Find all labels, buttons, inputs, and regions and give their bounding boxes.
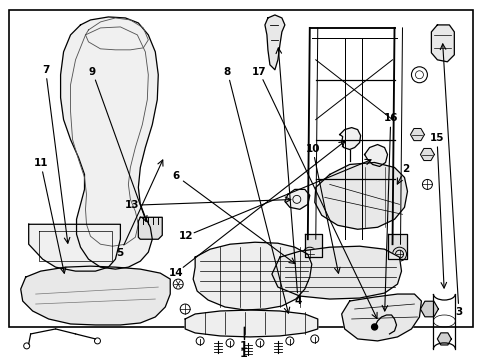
Polygon shape [138, 217, 162, 239]
Polygon shape [285, 189, 309, 209]
Text: 12: 12 [179, 231, 193, 241]
Text: 13: 13 [125, 200, 140, 210]
Text: 14: 14 [168, 268, 183, 278]
Text: 8: 8 [224, 67, 231, 77]
Polygon shape [436, 333, 450, 345]
Text: 11: 11 [34, 158, 48, 168]
Bar [9, 10, 472, 327]
Polygon shape [430, 25, 453, 62]
Circle shape [302, 247, 316, 261]
Polygon shape [29, 224, 120, 271]
Polygon shape [61, 17, 158, 269]
Polygon shape [341, 294, 421, 341]
Text: 15: 15 [429, 133, 444, 143]
Polygon shape [387, 234, 407, 259]
Polygon shape [420, 301, 437, 317]
Text: 1: 1 [240, 349, 247, 359]
Text: 10: 10 [305, 144, 319, 154]
Text: 4: 4 [294, 296, 301, 306]
Polygon shape [409, 129, 424, 141]
Polygon shape [185, 310, 317, 337]
Circle shape [371, 324, 377, 330]
Text: 2: 2 [401, 164, 408, 174]
Text: 17: 17 [251, 67, 266, 77]
Text: 3: 3 [454, 307, 462, 317]
Polygon shape [304, 234, 321, 257]
Text: 6: 6 [172, 171, 180, 181]
Polygon shape [271, 246, 401, 299]
Polygon shape [364, 144, 387, 166]
Polygon shape [420, 148, 433, 161]
Text: 16: 16 [383, 113, 397, 123]
Circle shape [392, 247, 406, 261]
Polygon shape [20, 266, 170, 325]
Polygon shape [264, 15, 285, 70]
Text: 1: 1 [240, 341, 247, 351]
Polygon shape [314, 162, 407, 229]
Text: 9: 9 [89, 67, 96, 77]
Text: 5: 5 [116, 248, 123, 258]
Polygon shape [193, 242, 311, 310]
Text: 7: 7 [42, 65, 49, 75]
Polygon shape [339, 127, 360, 149]
